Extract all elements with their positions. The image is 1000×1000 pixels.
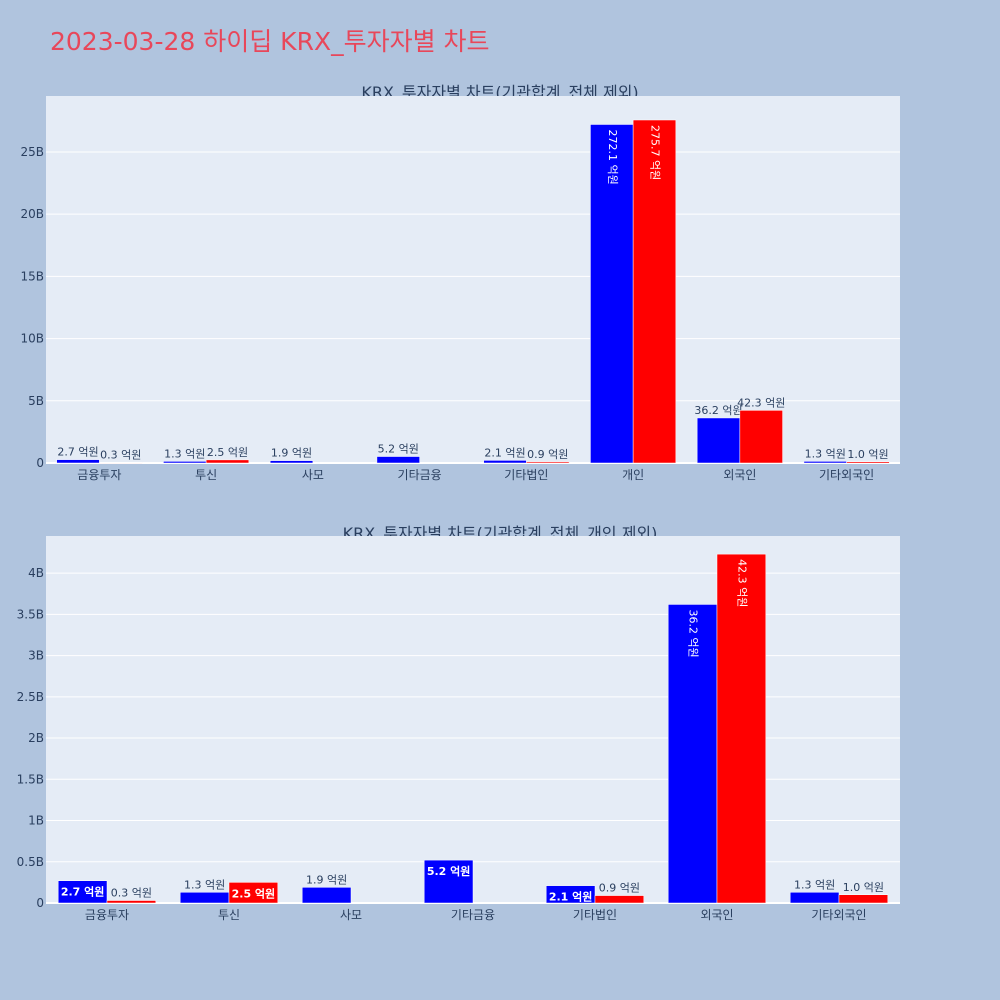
y-tick-label: 0 <box>36 896 44 910</box>
data-label: 1.9 억원 <box>306 873 347 886</box>
y-tick-label: 10B <box>20 332 44 346</box>
bar <box>269 460 314 464</box>
chart-2: 0 0.5B 1B 1.5B 2B 2.5B 3B 3.5B 4B 금융투자 2.7 억원 0.3 억… <box>17 536 900 922</box>
data-label: 2.1 억원 <box>549 890 593 904</box>
y-tick-label: 3.5B <box>17 607 44 621</box>
data-label: 0.9 억원 <box>599 882 640 895</box>
bar <box>205 459 250 464</box>
x-tick-label: 금융투자 <box>77 468 121 482</box>
data-label: 1.0 억원 <box>843 881 884 894</box>
x-tick-label: 외국인 <box>700 908 733 922</box>
y-tick-label: 3B <box>28 649 44 663</box>
data-label: 2.1 억원 <box>484 446 525 459</box>
y-tick-label: 1.5B <box>17 772 44 786</box>
bar <box>526 461 570 464</box>
x-tick-label: 투신 <box>218 908 240 922</box>
x-tick-label: 개인 <box>622 468 644 482</box>
data-label: 2.7 억원 <box>57 446 98 459</box>
bar <box>179 892 230 904</box>
bar <box>789 892 840 904</box>
bar <box>163 461 207 464</box>
x-tick-label: 기타외국인 <box>811 908 866 922</box>
x-tick-label: 기타법인 <box>504 468 548 482</box>
y-tick-label: 2.5B <box>17 690 44 704</box>
bar <box>846 461 890 464</box>
bar <box>716 553 767 904</box>
x-tick-label: 기타금융 <box>451 908 495 922</box>
bar <box>376 456 420 464</box>
x-tick-label: 외국인 <box>723 468 756 482</box>
bar <box>594 895 645 904</box>
data-label: 1.3 억원 <box>805 447 846 460</box>
bar <box>739 410 783 464</box>
x-tick-label: 기타금융 <box>398 468 442 482</box>
y-tick-label: 20B <box>20 207 44 221</box>
bar <box>106 900 157 904</box>
data-label: 42.3 억원 <box>735 559 748 607</box>
y-tick-label: 0 <box>36 456 44 470</box>
bar <box>228 882 279 904</box>
data-label: 0.3 억원 <box>100 449 141 462</box>
data-label: 2.5 억원 <box>207 446 248 459</box>
bar <box>590 124 634 464</box>
bar <box>545 885 596 904</box>
x-tick-label: 기타외국인 <box>819 468 874 482</box>
data-label: 2.7 억원 <box>61 885 105 899</box>
bar <box>632 119 677 464</box>
bar <box>56 459 100 464</box>
bar <box>838 894 889 904</box>
data-label: 0.9 억원 <box>527 448 568 461</box>
y-tick-label: 4B <box>28 566 44 580</box>
bar <box>696 417 741 464</box>
page-title: 2023-03-28 하이딥 KRX_투자자별 차트 <box>50 27 490 56</box>
data-label: 1.3 억원 <box>184 878 225 891</box>
y-tick-label: 15B <box>20 269 44 283</box>
x-tick-label: 기타법인 <box>573 908 617 922</box>
bar <box>99 462 143 464</box>
y-tick-label: 0.5B <box>17 855 44 869</box>
data-label: 0.3 억원 <box>111 887 152 900</box>
data-label: 5.2 억원 <box>427 864 471 878</box>
bar <box>57 880 108 904</box>
data-label: 272.1 억원 <box>606 129 619 184</box>
data-label: 1.3 억원 <box>794 878 835 891</box>
data-label: 1.0 억원 <box>847 448 888 461</box>
bar <box>483 460 527 464</box>
data-label: 2.5 억원 <box>232 886 276 900</box>
y-tick-label: 1B <box>28 814 44 828</box>
x-tick-label: 사모 <box>340 908 362 922</box>
y-tick-label: 25B <box>20 145 44 159</box>
y-tick-label: 2B <box>28 731 44 745</box>
data-label: 1.3 억원 <box>164 447 205 460</box>
x-tick-label: 투신 <box>195 468 217 482</box>
bar <box>803 461 847 464</box>
plot-area <box>46 96 900 463</box>
data-label: 5.2 억원 <box>378 443 419 456</box>
plot-area <box>46 536 900 903</box>
y-tick-label: 5B <box>28 394 44 408</box>
data-label: 275.7 억원 <box>648 125 661 180</box>
x-tick-label: 사모 <box>302 468 324 482</box>
data-label: 36.2 억원 <box>687 609 700 657</box>
x-tick-label: 금융투자 <box>85 908 129 922</box>
data-label: 42.3 억원 <box>737 396 785 409</box>
data-label: 36.2 억원 <box>694 404 742 417</box>
bar <box>423 859 474 904</box>
data-label: 1.9 억원 <box>271 447 312 460</box>
bar <box>301 887 352 904</box>
